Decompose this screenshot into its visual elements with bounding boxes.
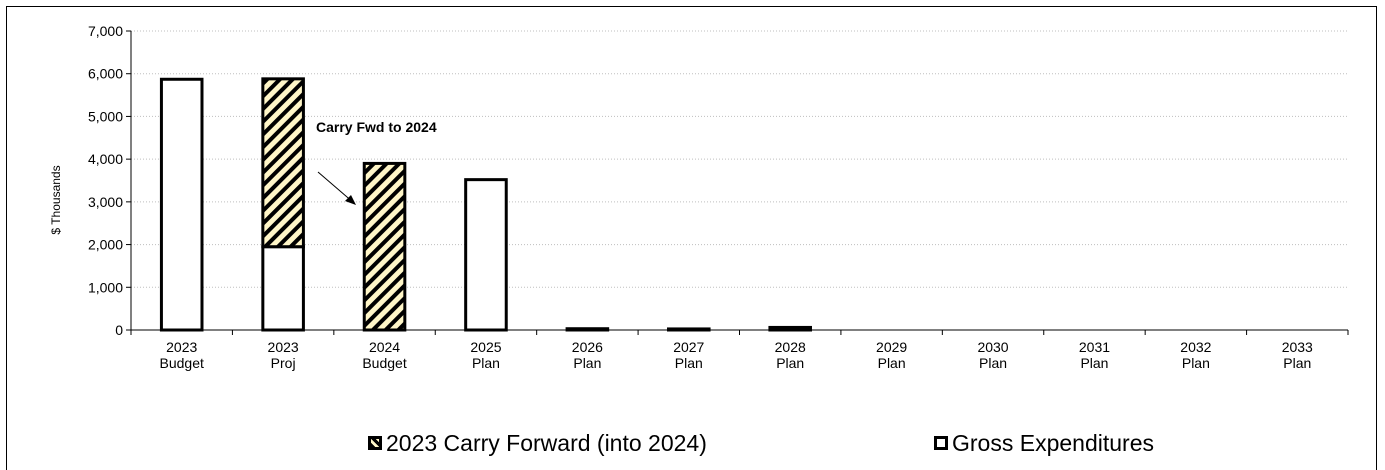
axes: 0 1,000 2,000 3,000 4,000 5,000 6,000 7,000 [88,23,1349,338]
bar [667,327,711,332]
x-tick-label: 2032 Plan [1180,339,1211,371]
bars [159,77,812,332]
carry-forward-annotation: Carry Fwd to 2024 [316,119,437,135]
annotation-arrow-line [317,171,355,204]
bar [159,77,204,332]
x-tick-label: 2030 Plan [977,339,1008,371]
legend-item-gross-expenditures: Gross Expenditures [934,428,1154,458]
solid-swatch-icon [934,436,948,450]
bar [261,77,305,249]
x-tick-label: 2031 Plan [1079,339,1110,371]
bar-chart: 0 1,000 2,000 3,000 4,000 5,000 6,000 7,000 202… [49,23,1349,371]
x-tick-label: 2029 Plan [876,339,907,371]
gridlines [131,30,1348,288]
bar [464,178,508,332]
legend-label-carry-forward: 2023 Carry Forward (into 2024) [386,429,707,456]
legend-item-carry-forward: 2023 Carry Forward (into 2024) [368,428,707,458]
x-tick-label: 2025 Plan [470,339,501,371]
bar [362,161,407,332]
x-tick-label: 2033 Plan [1282,339,1313,371]
y-tick-label: 4,000 [88,151,123,167]
y-axis-title: $ Thousands [49,165,63,234]
x-tick-labels: 2023 Budget 2023 Proj 2024 Budget 2025 Plan 2026… [160,339,1314,371]
y-tick-label: 5,000 [88,108,123,124]
x-tick-label: 2023 Proj [268,339,299,371]
legend-label-gross-expenditures: Gross Expenditures [952,429,1154,456]
bar [261,245,305,332]
x-tick-label: 2023 Budget [160,339,204,371]
x-tick-label: 2028 Plan [775,339,806,371]
x-tick-label: 2026 Plan [572,339,603,371]
bar [768,325,812,332]
y-tick-label: 1,000 [88,279,123,295]
chart-frame [6,6,1377,470]
y-tick-label: 0 [115,322,123,338]
hatched-swatch-icon [368,436,382,450]
y-tick-label: 7,000 [88,23,123,39]
bar [565,327,610,332]
annotation-arrow-head [345,195,356,205]
y-tick-label: 2,000 [88,237,123,253]
annotation: Carry Fwd to 2024 [316,119,437,205]
y-tick-label: 3,000 [88,194,123,210]
x-tick-label: 2024 Budget [362,339,406,371]
y-tick-label: 6,000 [88,66,123,82]
x-tick-label: 2027 Plan [673,339,704,371]
